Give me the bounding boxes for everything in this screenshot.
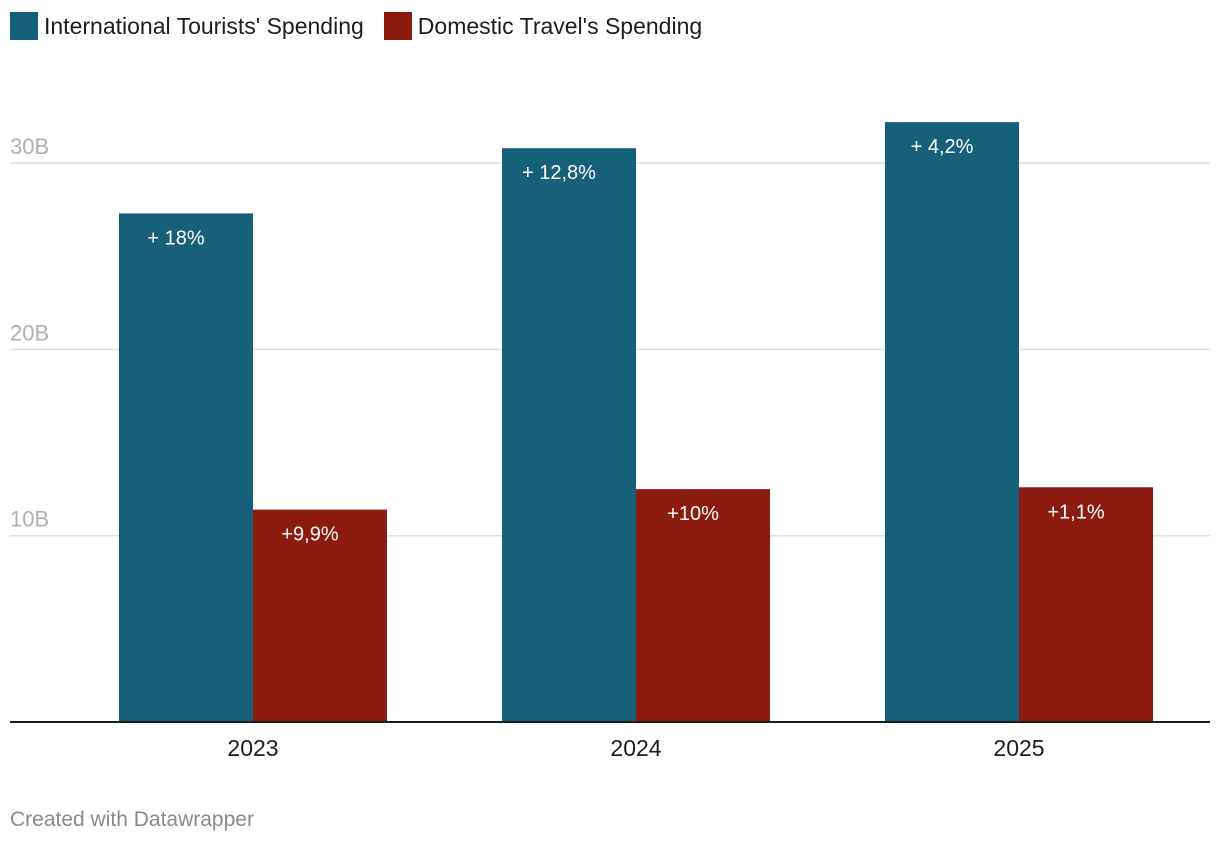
- legend-item-international[interactable]: International Tourists' Spending: [10, 12, 364, 40]
- bar-international: [502, 148, 636, 723]
- bar-domestic: [636, 489, 770, 722]
- y-tick-label: 10B: [10, 507, 49, 532]
- bar-domestic: [1019, 487, 1153, 722]
- bar-data-label: + 12,8%: [522, 162, 596, 184]
- legend-label-domestic: Domestic Travel's Spending: [417, 12, 703, 39]
- bar-international: [119, 213, 253, 722]
- bar-data-label: + 18%: [147, 227, 204, 249]
- legend-swatch-domestic: [383, 12, 412, 40]
- x-tick-label: 2023: [227, 735, 278, 761]
- legend-item-domestic[interactable]: Domestic Travel's Spending: [383, 12, 703, 40]
- bar-data-label: +10%: [667, 503, 719, 525]
- bar-international: [885, 122, 1019, 722]
- x-tick-label: 2025: [993, 735, 1044, 761]
- x-tick-label: 2024: [610, 735, 661, 761]
- y-tick-label: 20B: [10, 320, 49, 345]
- y-tick-label: 30B: [10, 134, 49, 159]
- bar-domestic: [253, 509, 387, 722]
- bar-data-label: +9,9%: [281, 524, 338, 546]
- legend: International Tourists' Spending Domesti…: [10, 12, 722, 40]
- bar-data-label: +1,1%: [1047, 501, 1104, 523]
- bar-data-label: + 4,2%: [911, 136, 974, 158]
- footer-credit: Created with Datawrapper: [10, 808, 254, 831]
- legend-label-international: International Tourists' Spending: [44, 12, 364, 39]
- legend-swatch-international: [10, 12, 38, 40]
